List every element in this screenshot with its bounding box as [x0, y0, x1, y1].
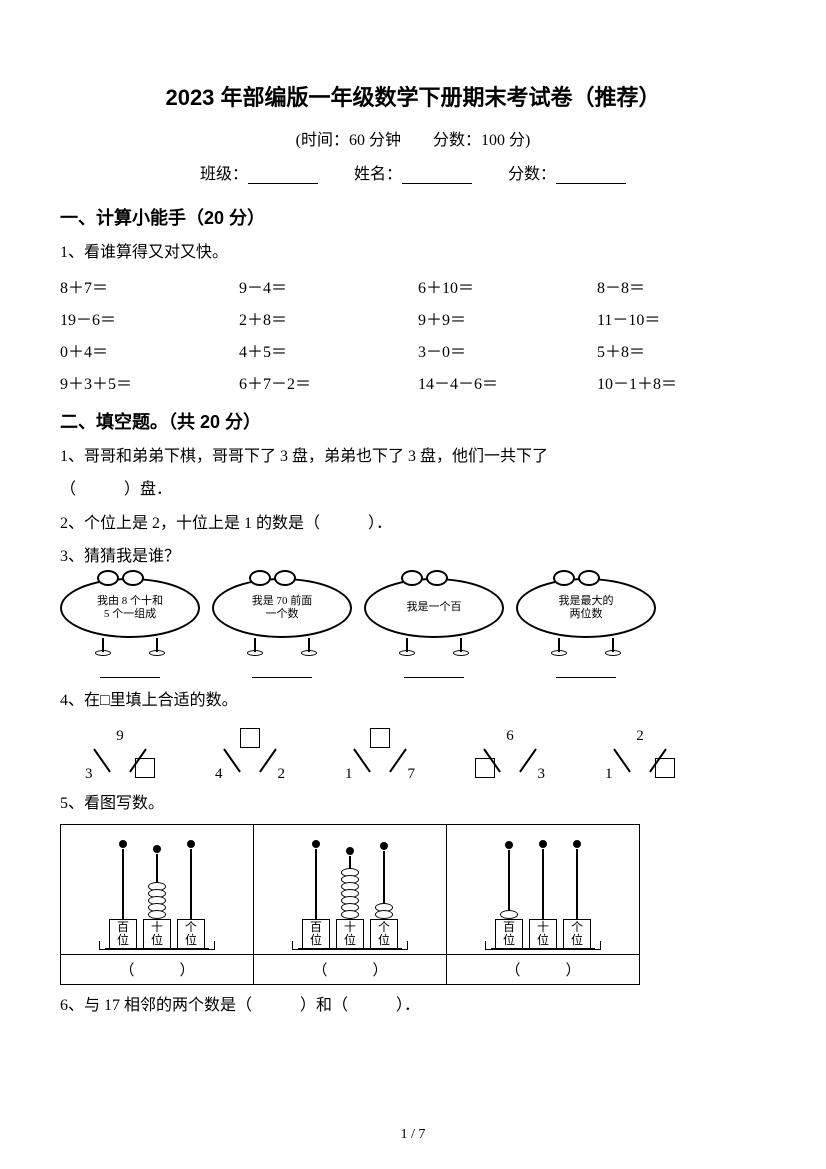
cloud-character: 我是一个百: [364, 578, 504, 638]
abacus-cell: 百位十位个位: [447, 825, 640, 955]
abacus-rod: 百位: [109, 840, 137, 948]
cloud-character: 我是 70 前面一个数: [212, 578, 352, 638]
section2-heading: 二、填空题。（共 20 分）: [60, 408, 766, 434]
cloud-answer-blank[interactable]: [364, 660, 504, 678]
class-label: 班级：: [200, 166, 248, 183]
name-label: 姓名：: [354, 166, 402, 183]
calc-cell: 19－6＝: [60, 306, 229, 330]
abacus-rod: 十位: [143, 845, 171, 948]
abacus-table: 百位十位个位百位十位个位百位十位个位 （ ）（ ）（ ）: [60, 824, 640, 985]
cloud-answer-blank[interactable]: [212, 660, 352, 678]
cloud-character: 我由 8 个十和5 个一组成: [60, 578, 200, 638]
abacus-cell: 百位十位个位: [254, 825, 447, 955]
bond-row: 93 42 17 63 21: [80, 728, 766, 783]
cloud-answer-blank[interactable]: [60, 660, 200, 678]
abacus-rod: 个位: [563, 840, 591, 948]
s2-q5: 5、看图写数。: [60, 791, 766, 817]
calc-grid: 8＋7＝ 9－4＝ 6＋10＝ 8－8＝ 19－6＝ 2＋8＝ 9＋9＝ 11－10＝ 0＋4＝…: [60, 274, 766, 394]
name-blank[interactable]: [402, 166, 472, 184]
page-title: 2023 年部编版一年级数学下册期末考试卷（推荐）: [60, 80, 766, 112]
calc-cell: 11－10＝: [597, 306, 766, 330]
number-bond: 42: [210, 728, 290, 783]
calc-cell: 9＋3＋5＝: [60, 370, 229, 394]
calc-cell: 6＋10＝: [418, 274, 587, 298]
s2-q4: 4、在□里填上合适的数。: [60, 688, 766, 714]
calc-cell: 5＋8＝: [597, 338, 766, 362]
abacus-rod: 十位: [529, 840, 557, 948]
s2-q3: 3、猜猜我是谁？: [60, 544, 766, 570]
abacus-rod: 十位: [336, 847, 364, 948]
s2-q6: 6、与 17 相邻的两个数是（ ）和（ ）．: [60, 993, 766, 1019]
calc-cell: 2＋8＝: [239, 306, 408, 330]
calc-cell: 14－4－6＝: [418, 370, 587, 394]
s2-q1b: （ ）盘．: [60, 477, 766, 503]
student-info-line: 班级： 姓名： 分数：: [60, 160, 766, 184]
cloud-answers: [60, 660, 766, 678]
abacus-rod: 百位: [495, 841, 523, 948]
number-bond: 21: [600, 728, 680, 783]
calc-cell: 9－4＝: [239, 274, 408, 298]
abacus-answer-cell[interactable]: （ ）: [254, 955, 447, 985]
calc-cell: 9＋9＝: [418, 306, 587, 330]
calc-cell: 8－8＝: [597, 274, 766, 298]
q1-prompt: 1、看谁算得又对又快。: [60, 240, 766, 266]
cloud-row: 我由 8 个十和5 个一组成我是 70 前面一个数我是一个百我是最大的两位数: [60, 578, 766, 638]
section1-heading: 一、计算小能手（20 分）: [60, 204, 766, 230]
score-label: 分数：: [508, 166, 556, 183]
exam-meta: (时间：60 分钟 分数：100 分): [60, 126, 766, 150]
abacus-rod: 个位: [177, 840, 205, 948]
calc-cell: 8＋7＝: [60, 274, 229, 298]
abacus-answer-cell[interactable]: （ ）: [447, 955, 640, 985]
abacus-cell: 百位十位个位: [61, 825, 254, 955]
calc-cell: 4＋5＝: [239, 338, 408, 362]
calc-cell: 6＋7－2＝: [239, 370, 408, 394]
calc-cell: 0＋4＝: [60, 338, 229, 362]
number-bond: 17: [340, 728, 420, 783]
number-bond: 93: [80, 728, 160, 783]
number-bond: 63: [470, 728, 550, 783]
abacus-rod: 百位: [302, 840, 330, 948]
cloud-character: 我是最大的两位数: [516, 578, 656, 638]
calc-cell: 3－0＝: [418, 338, 587, 362]
s2-q1: 1、哥哥和弟弟下棋，哥哥下了 3 盘，弟弟也下了 3 盘，他们一共下了: [60, 444, 766, 470]
page-number: 1 / 7: [0, 1127, 826, 1143]
score-blank[interactable]: [556, 166, 626, 184]
s2-q2: 2、个位上是 2，十位上是 1 的数是（ ）．: [60, 511, 766, 537]
cloud-answer-blank[interactable]: [516, 660, 656, 678]
abacus-answer-cell[interactable]: （ ）: [61, 955, 254, 985]
abacus-rod: 个位: [370, 842, 398, 948]
calc-cell: 10－1＋8＝: [597, 370, 766, 394]
class-blank[interactable]: [248, 166, 318, 184]
